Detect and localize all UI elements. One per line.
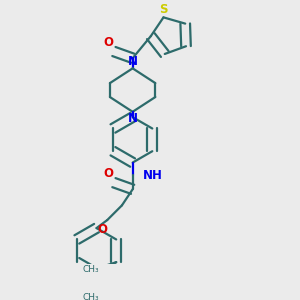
Text: S: S bbox=[159, 3, 168, 16]
Text: CH₃: CH₃ bbox=[83, 265, 99, 274]
Text: O: O bbox=[103, 36, 113, 50]
Text: O: O bbox=[103, 167, 113, 181]
Text: N: N bbox=[128, 112, 138, 125]
Text: N: N bbox=[128, 55, 138, 68]
Text: NH: NH bbox=[143, 169, 163, 182]
Text: O: O bbox=[98, 223, 107, 236]
Text: CH₃: CH₃ bbox=[83, 293, 100, 300]
